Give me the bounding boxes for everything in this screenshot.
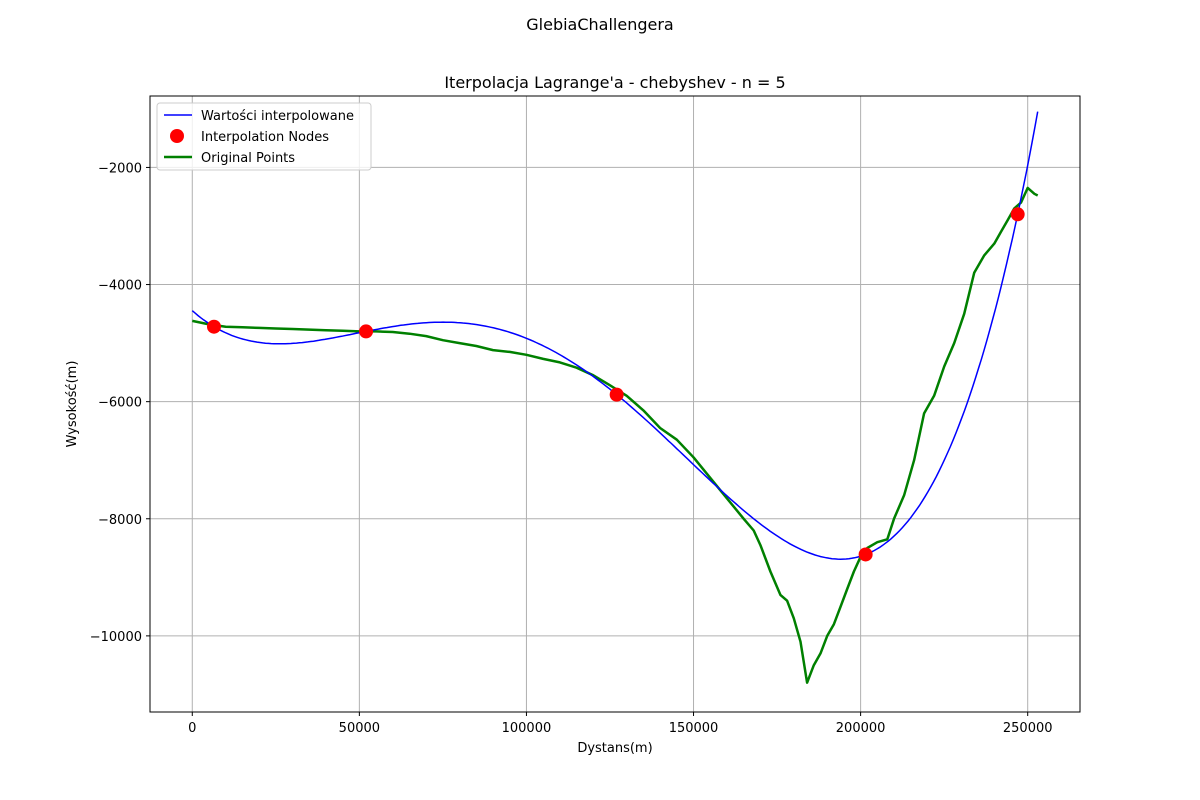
legend: Wartości interpolowane Interpolation Nod… bbox=[156, 102, 372, 171]
axis-ticks: 0 50000 100000 150000 200000 250000 −10000 −800… bbox=[90, 161, 1053, 736]
x-tick-label: 100000 bbox=[502, 721, 552, 736]
interpolation-node-marker bbox=[858, 547, 873, 562]
figure-suptitle: GlebiaChallengera bbox=[526, 15, 673, 34]
chart-title: Iterpolacja Lagrange'a - chebyshev - n =… bbox=[444, 73, 785, 92]
plot-frame bbox=[149, 95, 1081, 713]
y-tick-label: −6000 bbox=[98, 396, 142, 411]
data-layer bbox=[191, 111, 1039, 684]
x-tick-label: 250000 bbox=[1003, 721, 1053, 736]
legend-label-nodes: Interpolation Nodes bbox=[201, 130, 329, 145]
plot-area bbox=[150, 96, 1080, 712]
y-axis-label: Wysokość(m) bbox=[65, 361, 80, 448]
x-tick-label: 50000 bbox=[339, 721, 380, 736]
y-tick-label: −10000 bbox=[90, 630, 142, 645]
x-tick-label: 150000 bbox=[669, 721, 719, 736]
legend-label-interpolated: Wartości interpolowane bbox=[201, 109, 354, 124]
interpolation-node-marker bbox=[206, 319, 221, 334]
y-tick-label: −2000 bbox=[98, 161, 142, 176]
y-tick-label: −8000 bbox=[98, 513, 142, 528]
legend-swatch-nodes bbox=[170, 129, 184, 143]
interpolation-node-marker bbox=[609, 387, 624, 402]
x-axis-label: Dystans(m) bbox=[577, 741, 652, 756]
series-original-points-line bbox=[192, 186, 1039, 684]
interpolation-node-marker bbox=[359, 324, 374, 339]
grid-lines bbox=[150, 96, 1080, 712]
x-tick-label: 0 bbox=[188, 721, 196, 736]
interpolation-node-marker bbox=[1010, 207, 1025, 222]
y-tick-label: −4000 bbox=[98, 279, 142, 294]
legend-label-original: Original Points bbox=[201, 151, 295, 166]
legend-box bbox=[156, 102, 372, 171]
x-tick-label: 200000 bbox=[836, 721, 886, 736]
